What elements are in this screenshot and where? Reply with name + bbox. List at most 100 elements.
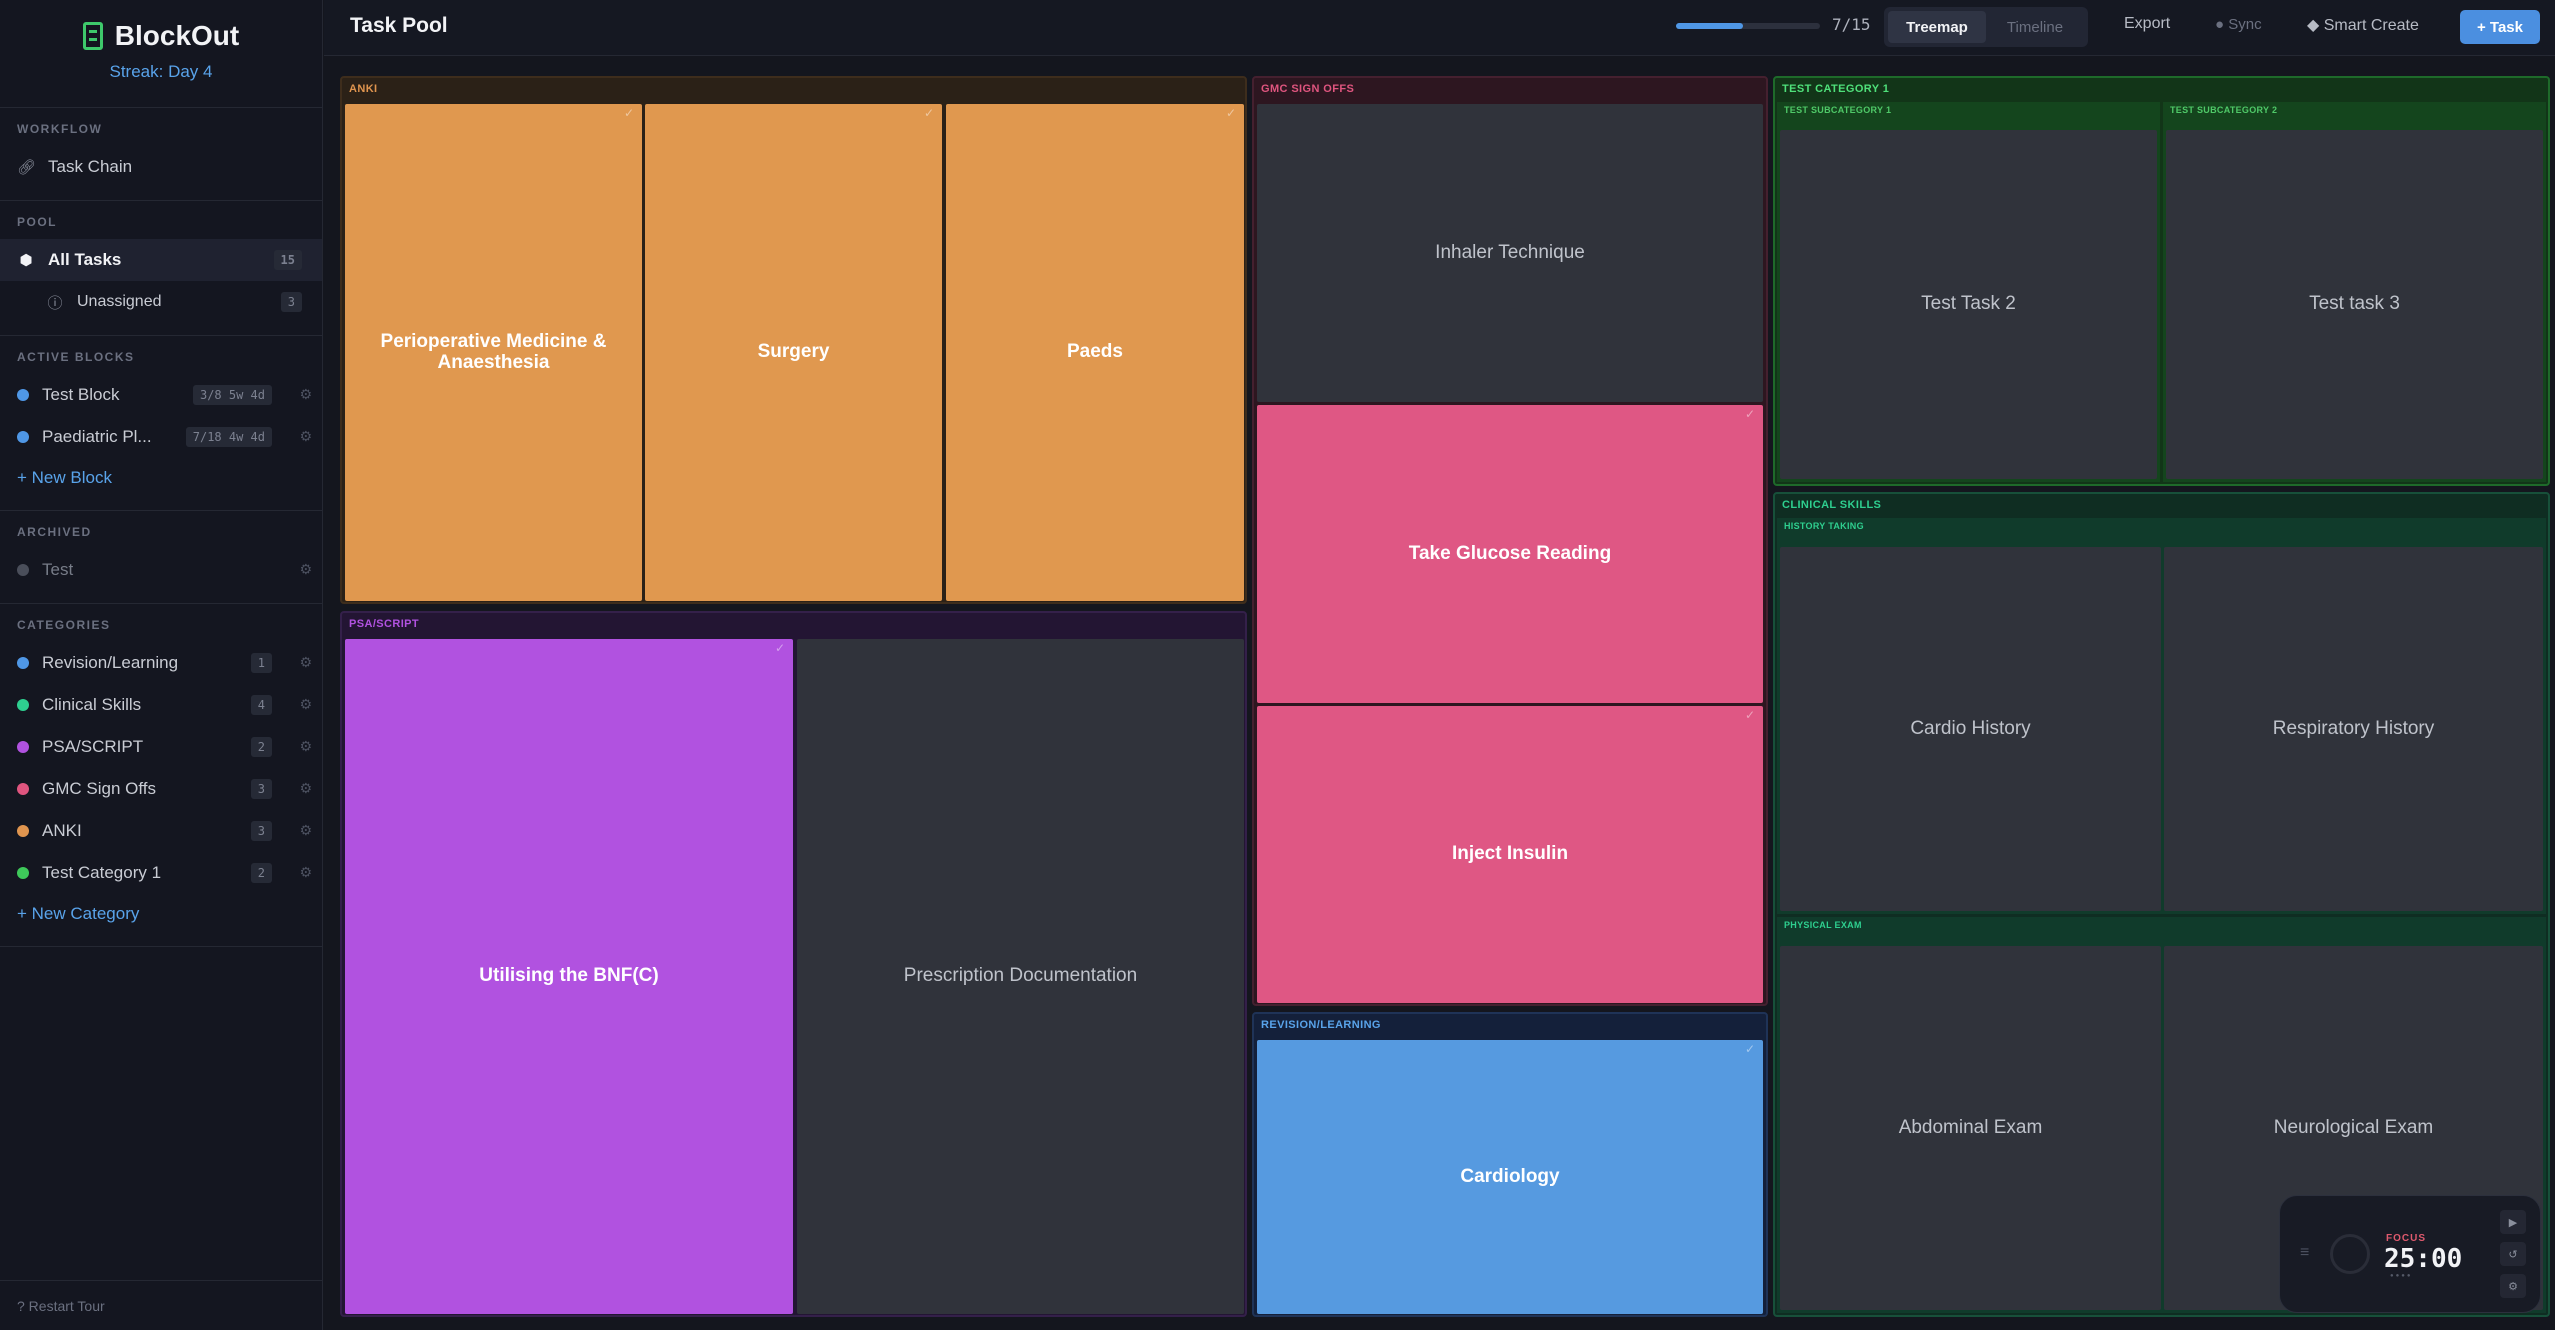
gear-icon[interactable]: ⚙ — [299, 696, 312, 712]
sidebar-item-block[interactable]: Test Block 3/8 5w 4d ⚙ — [0, 374, 322, 416]
block-color-dot — [17, 389, 29, 401]
add-task-button[interactable]: + Task — [2460, 10, 2540, 44]
task-title: Cardiology — [1460, 1165, 1560, 1187]
category-color-dot — [17, 825, 29, 837]
sidebar-item-label: GMC Sign Offs — [42, 779, 156, 798]
task-title: Abdominal Exam — [1898, 1116, 2043, 1138]
task-title: Respiratory History — [2272, 717, 2435, 739]
task-tile[interactable]: Prescription Documentation — [797, 639, 1244, 1314]
new-block-button[interactable]: + New Block — [17, 468, 112, 487]
sidebar-item-category[interactable]: Test Category 1 2 ⚙ — [0, 852, 322, 894]
sidebar-item-label: All Tasks — [48, 250, 122, 269]
sidebar-item-label: Test Block — [42, 385, 120, 404]
sidebar-item-label: PSA/SCRIPT — [42, 737, 144, 756]
gear-icon[interactable]: ⚙ — [299, 822, 312, 838]
category-label: TEST CATEGORY 1 — [1782, 83, 1890, 95]
task-tile[interactable]: Surgery ✓ — [645, 104, 942, 601]
section-title: ACTIVE BLOCKS — [17, 350, 135, 364]
tab-timeline[interactable]: Timeline — [2006, 18, 2064, 36]
count-badge: 15 — [273, 250, 302, 270]
task-title: Take Glucose Reading — [1408, 542, 1612, 564]
gear-icon[interactable]: ⚙ — [299, 738, 312, 754]
task-title: Paeds — [1067, 341, 1123, 363]
sidebar-item-archived-block[interactable]: Test ⚙ — [0, 549, 322, 591]
check-icon[interactable]: ✓ — [1744, 407, 1755, 421]
play-button[interactable]: ▶ — [2500, 1210, 2526, 1234]
play-icon: ▶ — [2508, 1216, 2518, 1229]
sidebar-item-label: Task Chain — [48, 157, 133, 176]
sidebar-item-category[interactable]: ANKI 3 ⚙ — [0, 810, 322, 852]
task-tile[interactable]: Take Glucose Reading ✓ — [1257, 405, 1763, 703]
task-tile[interactable]: Respiratory History — [2164, 547, 2543, 911]
task-tile[interactable]: Paeds ✓ — [946, 104, 1244, 601]
category-label: REVISION/LEARNING — [1261, 1019, 1381, 1031]
check-icon[interactable]: ✓ — [1744, 1042, 1755, 1056]
task-tile[interactable]: Test Task 2 — [1780, 130, 2157, 479]
check-icon[interactable]: ✓ — [623, 106, 634, 120]
sidebar-item-all-tasks[interactable]: ⬢ All Tasks 15 — [0, 239, 322, 281]
export-button[interactable]: Export — [2124, 15, 2171, 32]
task-tile[interactable]: Inject Insulin ✓ — [1257, 706, 1763, 1003]
category-label: CLINICAL SKILLS — [1782, 499, 1882, 511]
sync-button[interactable]: ● Sync — [2215, 16, 2262, 33]
task-tile[interactable]: Abdominal Exam — [1780, 946, 2161, 1310]
hexagon-icon: ⬢ — [19, 252, 33, 269]
gear-icon[interactable]: ⚙ — [299, 864, 312, 880]
count-badge: 3 — [280, 292, 302, 312]
app-name: BlockOut — [114, 20, 240, 51]
gear-icon[interactable]: ⚙ — [299, 654, 312, 670]
progress-bar-fill — [1676, 23, 1744, 29]
gear-icon[interactable]: ⚙ — [299, 428, 312, 444]
category-color-dot — [17, 783, 29, 795]
block-meta-badge: 7/18 4w 4d — [185, 427, 272, 447]
sidebar-item-task-chain[interactable]: 🔗︎ Task Chain — [0, 146, 322, 188]
smart-create-button[interactable]: ◆ Smart Create — [2307, 17, 2419, 34]
count-badge: 2 — [250, 737, 272, 757]
streak-counter: Streak: Day 4 — [109, 62, 213, 81]
task-tile[interactable]: Test task 3 — [2166, 130, 2543, 479]
count-badge: 3 — [250, 821, 272, 841]
check-icon[interactable]: ✓ — [923, 106, 934, 120]
gear-icon[interactable]: ⚙ — [299, 561, 312, 577]
question-circle-icon: ⓘ — [47, 294, 63, 312]
check-icon[interactable]: ✓ — [774, 641, 785, 655]
task-tile[interactable]: Inhaler Technique — [1257, 104, 1763, 402]
gear-icon[interactable]: ⚙ — [299, 386, 312, 402]
reset-icon: ↺ — [2508, 1248, 2518, 1261]
new-category-button[interactable]: + New Category — [17, 904, 140, 923]
sidebar-item-label: Paediatric Pl... — [42, 427, 152, 446]
sidebar-item-unassigned[interactable]: ⓘ Unassigned 3 — [0, 281, 322, 323]
restart-tour-button[interactable]: ? Restart Tour — [0, 1280, 323, 1330]
active-blocks-section: ACTIVE BLOCKS Test Block 3/8 5w 4d ⚙ Pae… — [0, 336, 322, 511]
sidebar-item-label: Unassigned — [77, 293, 162, 310]
reset-button[interactable]: ↺ — [2500, 1242, 2526, 1266]
category-label: GMC SIGN OFFS — [1261, 83, 1355, 95]
timer-settings-button[interactable]: ⚙ — [2500, 1274, 2526, 1298]
task-title: Neurological Exam — [2273, 1116, 2434, 1138]
archived-section: ARCHIVED Test ⚙ — [0, 511, 322, 604]
check-icon[interactable]: ✓ — [1225, 106, 1236, 120]
count-badge: 2 — [250, 863, 272, 883]
sidebar-item-category[interactable]: Clinical Skills 4 ⚙ — [0, 684, 322, 726]
sidebar-item-category[interactable]: Revision/Learning 1 ⚙ — [0, 642, 322, 684]
task-tile[interactable]: Cardio History — [1780, 547, 2161, 911]
task-tile[interactable]: Cardiology ✓ — [1257, 1040, 1763, 1314]
sidebar-item-category[interactable]: GMC Sign Offs 3 ⚙ — [0, 768, 322, 810]
task-tile[interactable]: Utilising the BNF(C) ✓ — [345, 639, 793, 1314]
gear-icon[interactable]: ⚙ — [299, 780, 312, 796]
drag-handle-icon[interactable]: ≡ — [2300, 1244, 2310, 1261]
task-tile[interactable]: Perioperative Medicine & Anaesthesia ✓ — [345, 104, 642, 601]
sidebar-item-label: Test Category 1 — [42, 863, 162, 882]
sidebar-item-label: Clinical Skills — [42, 695, 142, 714]
sidebar-item-category[interactable]: PSA/SCRIPT 2 ⚙ — [0, 726, 322, 768]
tab-treemap[interactable]: Treemap — [1888, 11, 1986, 43]
count-badge: 3 — [250, 779, 272, 799]
task-title: Utilising the BNF(C) — [479, 965, 659, 987]
sidebar-item-block[interactable]: Paediatric Pl... 7/18 4w 4d ⚙ — [0, 416, 322, 458]
section-title: ARCHIVED — [17, 525, 92, 539]
link-icon: 🔗︎ — [17, 159, 37, 176]
category-color-dot — [17, 699, 29, 711]
section-title: POOL — [17, 215, 58, 229]
task-title: Prescription Documentation — [903, 965, 1138, 987]
check-icon[interactable]: ✓ — [1744, 708, 1755, 722]
